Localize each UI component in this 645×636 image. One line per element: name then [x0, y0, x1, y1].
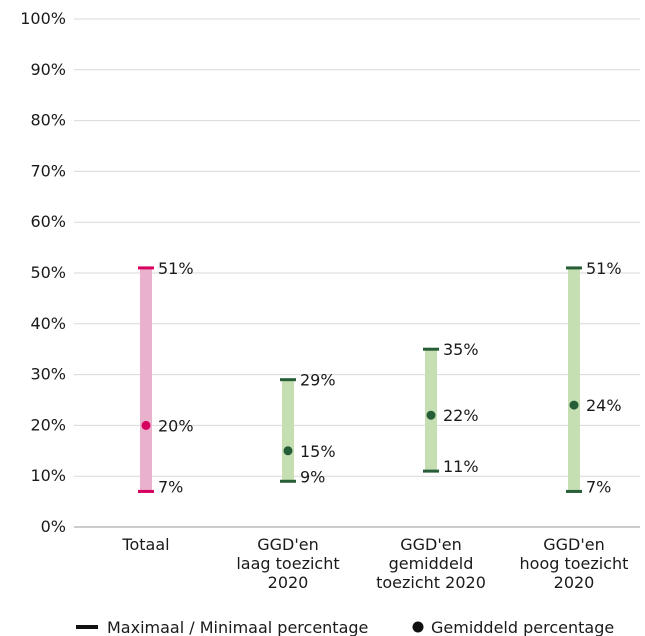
average-dot: [569, 400, 579, 410]
category-label: laag toezicht: [236, 554, 339, 573]
max-label: 35%: [443, 340, 479, 359]
average-dot: [141, 420, 151, 430]
y-tick-label: 0%: [41, 517, 66, 536]
max-label: 51%: [158, 259, 194, 278]
range-bar: [425, 349, 437, 472]
range-bar: [568, 267, 580, 492]
legend-label-max-min: Maximaal / Minimaal percentage: [107, 618, 368, 636]
category-label: GGD'en: [543, 535, 605, 554]
y-tick-label: 30%: [30, 365, 66, 384]
y-tick-label: 50%: [30, 263, 66, 282]
average-dot: [283, 446, 293, 456]
category-label: GGD'en: [257, 535, 319, 554]
average-label: 22%: [443, 406, 479, 425]
category-label: gemiddeld: [389, 554, 474, 573]
category-label: hoog toezicht: [520, 554, 629, 573]
category-label: toezicht 2020: [376, 573, 486, 592]
min-label: 7%: [586, 477, 611, 496]
max-label: 29%: [300, 371, 336, 390]
average-dot: [426, 410, 436, 420]
legend-label-average: Gemiddeld percentage: [431, 618, 614, 636]
category-label: 2020: [268, 573, 309, 592]
max-label: 51%: [586, 259, 622, 278]
range-bar: [140, 267, 152, 492]
category-label: 2020: [554, 573, 595, 592]
min-label: 11%: [443, 457, 479, 476]
average-label: 24%: [586, 396, 622, 415]
category-label: GGD'en: [400, 535, 462, 554]
category-label: Totaal: [121, 535, 169, 554]
y-tick-label: 80%: [30, 111, 66, 130]
y-tick-label: 40%: [30, 314, 66, 333]
legend-dot-marker: [412, 621, 424, 633]
average-label: 20%: [158, 416, 194, 435]
y-tick-label: 10%: [30, 466, 66, 485]
min-label: 9%: [300, 467, 325, 486]
y-tick-label: 60%: [30, 212, 66, 231]
y-tick-label: 70%: [30, 161, 66, 180]
y-tick-label: 20%: [30, 415, 66, 434]
min-label: 7%: [158, 477, 183, 496]
y-tick-label: 90%: [30, 60, 66, 79]
y-tick-label: 100%: [20, 9, 66, 28]
range-bar: [282, 379, 294, 482]
average-label: 15%: [300, 442, 336, 461]
